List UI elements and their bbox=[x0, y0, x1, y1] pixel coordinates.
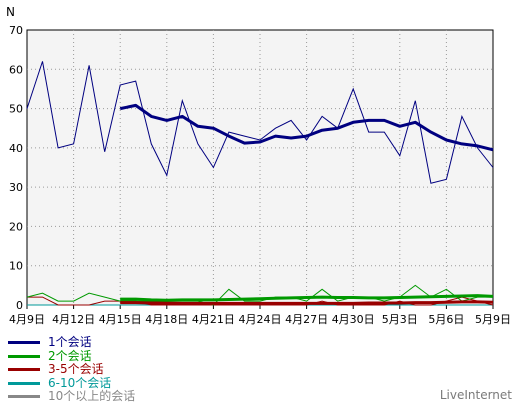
y-tick-label: 30 bbox=[9, 181, 23, 194]
legend-swatch bbox=[8, 341, 40, 345]
y-tick-label: 70 bbox=[9, 24, 23, 37]
legend-label: 6-10个会话 bbox=[48, 375, 112, 390]
x-tick-label: 4月12日 bbox=[52, 313, 95, 326]
y-tick-label: 0 bbox=[16, 299, 23, 312]
chart-legend: 1个会话 2个会话 3-5个会话 6-10个会话 10个以上的会话 bbox=[8, 335, 136, 404]
series-lines bbox=[26, 61, 494, 306]
legend-label: 3-5个会话 bbox=[48, 362, 104, 376]
series-line bbox=[26, 61, 494, 184]
y-tick-label: 40 bbox=[9, 142, 23, 155]
series-line bbox=[26, 284, 493, 306]
series-line bbox=[27, 296, 494, 306]
axis-ticks: 0 10 20 30 40 50 60 70 4月9日 4月12日 4月15日 4月18日 4月21日 4… bbox=[9, 24, 511, 326]
legend-entry: 10个以上的会话 bbox=[8, 389, 136, 404]
legend-entry: 6-10个会话 bbox=[8, 375, 135, 391]
y-axis-label: N bbox=[6, 5, 15, 19]
legend-entry: 2个会话 bbox=[8, 348, 135, 364]
trend-line bbox=[119, 103, 494, 152]
x-tick-label: 4月15日 bbox=[99, 313, 142, 326]
legend-label: 1个会话 bbox=[48, 335, 92, 349]
line-chart: 0 10 20 30 40 50 60 70 4月9日 4月12日 4月15日 4月18日 4月21日 4… bbox=[6, 5, 511, 326]
x-tick-label: 4月24日 bbox=[239, 313, 282, 326]
plot-background bbox=[26, 29, 494, 306]
brand-label: LiveInternet bbox=[439, 388, 512, 402]
y-tick-label: 50 bbox=[9, 103, 23, 116]
y-tick-label: 20 bbox=[9, 220, 23, 233]
trend-line bbox=[120, 294, 494, 302]
x-tick-label: 4月27日 bbox=[285, 313, 328, 326]
x-tick-label: 5月6日 bbox=[428, 313, 464, 326]
legend-entry: 1个会话 bbox=[8, 335, 135, 350]
legend-label: 2个会话 bbox=[48, 348, 92, 363]
x-tick-label: 5月3日 bbox=[382, 313, 418, 326]
legend-swatch bbox=[8, 395, 40, 399]
x-tick-label: 4月18日 bbox=[145, 313, 188, 326]
legend-label: 10个以上的会话 bbox=[48, 389, 136, 403]
y-tick-label: 60 bbox=[9, 63, 23, 76]
legend-swatch bbox=[8, 368, 40, 372]
x-tick-label: 4月21日 bbox=[192, 313, 235, 326]
grid-lines bbox=[27, 30, 493, 305]
legend-entry: 3-5个会话 bbox=[8, 362, 135, 377]
x-tick-label: 4月30日 bbox=[332, 313, 375, 326]
legend-swatch bbox=[8, 354, 40, 358]
x-tick-label: 4月9日 bbox=[9, 313, 45, 326]
y-tick-label: 10 bbox=[9, 260, 23, 273]
legend-swatch bbox=[8, 381, 40, 385]
x-tick-label: 5月9日 bbox=[475, 313, 511, 326]
trend-line bbox=[120, 300, 494, 305]
